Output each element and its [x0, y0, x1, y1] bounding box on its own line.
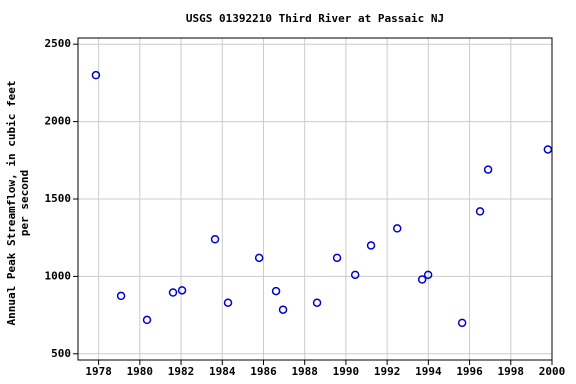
y-tick-label: 1000 — [45, 269, 72, 282]
point — [116, 291, 126, 301]
point — [423, 270, 433, 280]
point — [210, 235, 220, 244]
point — [483, 165, 493, 174]
point — [254, 253, 264, 263]
point — [417, 275, 427, 284]
y-tick-label: 2000 — [45, 115, 72, 128]
point — [168, 288, 178, 297]
point — [366, 241, 376, 250]
point — [392, 224, 402, 233]
point — [457, 318, 467, 328]
x-tick-label: 1994 — [415, 365, 442, 378]
point — [271, 286, 281, 296]
chart-title: USGS 01392210 Third River at Passaic NJ — [186, 12, 444, 25]
point — [278, 305, 288, 314]
point — [350, 270, 360, 280]
y-tick-label: 2500 — [45, 37, 72, 50]
point — [177, 286, 187, 295]
x-tick-label: 1998 — [498, 365, 525, 378]
point — [223, 298, 233, 307]
x-tick-label: 1980 — [127, 365, 154, 378]
plot-frame — [77, 37, 553, 361]
point — [91, 70, 101, 80]
x-tick-label: 1984 — [209, 365, 236, 378]
x-tick-label: 2000 — [539, 365, 566, 378]
x-tick-label: 1988 — [291, 365, 318, 378]
x-tick-label: 1996 — [456, 365, 483, 378]
x-tick-label: 1982 — [168, 365, 195, 378]
y-tick-label: 500 — [51, 347, 71, 360]
x-tick-label: 1986 — [250, 365, 277, 378]
point — [332, 253, 342, 263]
y-tick-label: 1500 — [45, 192, 72, 205]
point — [543, 145, 553, 154]
x-tick-label: 1978 — [85, 365, 112, 378]
y-axis-label: Annual Peak Streamflow, in cubic feet — [5, 80, 18, 325]
point — [312, 298, 322, 307]
x-tick-label: 1990 — [333, 365, 360, 378]
x-tick-label: 1992 — [374, 365, 401, 378]
point — [142, 315, 152, 325]
point — [475, 207, 485, 216]
y-axis-label: per second — [18, 170, 31, 236]
